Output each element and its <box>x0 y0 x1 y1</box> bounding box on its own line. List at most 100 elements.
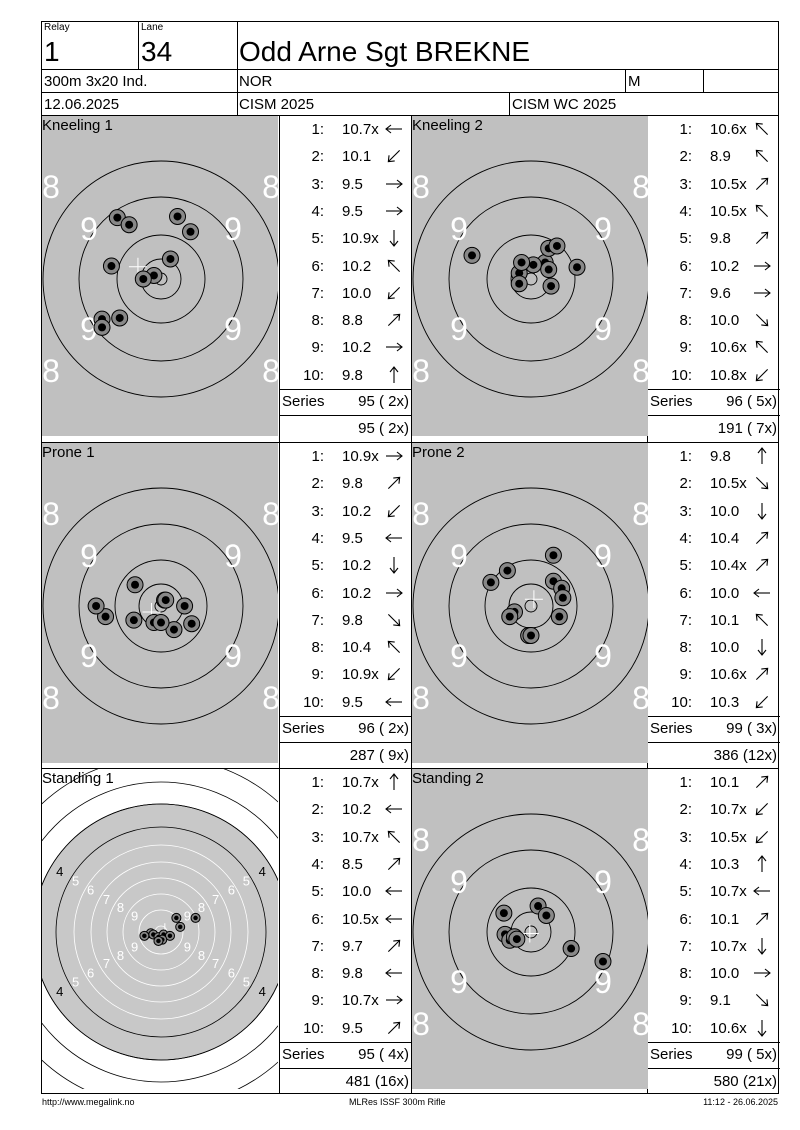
target-panel: 8 8 8 8 9 9 9 9 Kneeling 1 <box>42 116 278 436</box>
direction-arrow-icon <box>755 231 769 245</box>
shot-hole <box>544 546 562 564</box>
series-label: Series <box>650 720 693 737</box>
series-row: Series 95 ( 4x) <box>280 1047 412 1074</box>
cumulative-row: 580 (21x) <box>648 1074 780 1101</box>
ring-number: 9 <box>594 211 612 247</box>
shot-number: 1: <box>311 121 324 138</box>
shot-row: 5: 10.2 <box>280 552 412 579</box>
target-image: 8 88 89 99 9 <box>412 116 648 436</box>
direction-arrow-icon <box>387 477 401 490</box>
shot-score: 8.8 <box>342 312 363 330</box>
shot-hole <box>537 906 555 924</box>
shot-score: 10.8x <box>710 366 747 384</box>
direction-arrow-icon <box>385 914 402 923</box>
athlete-name: Odd Arne Sgt BREKNE <box>239 36 531 67</box>
shot-number: 5: <box>311 557 324 575</box>
ring-number: 5 <box>72 874 79 889</box>
series-divider <box>280 415 412 416</box>
shot-hole <box>522 627 540 644</box>
series-label: Series <box>282 720 325 737</box>
direction-arrow-icon <box>386 206 403 216</box>
ring-number: 8 <box>632 353 648 389</box>
shot-row: 1: 10.9x <box>280 443 412 470</box>
shot-score: 10.4 <box>710 529 740 547</box>
direction-arrow-icon <box>755 531 769 544</box>
ring-number: 8 <box>412 1006 430 1042</box>
shot-number: 5: <box>679 883 692 901</box>
shot-score: 9.8 <box>342 611 363 629</box>
series-title: Prone 2 <box>412 444 465 461</box>
direction-arrow-icon <box>755 368 769 381</box>
shot-number: 9: <box>311 992 324 1010</box>
shot-number: 10: <box>303 366 324 384</box>
shot-score: 9.8 <box>342 366 363 384</box>
ring-number: 8 <box>412 169 430 205</box>
shot-number: 2: <box>679 801 692 819</box>
shot-hole <box>153 935 164 946</box>
direction-arrow-icon <box>386 588 403 597</box>
shot-number: 8: <box>679 312 692 330</box>
shot-number: 6: <box>311 910 324 928</box>
shot-number: 4: <box>311 202 324 220</box>
shot-score: 10.5x <box>342 910 379 928</box>
shot-number: 10: <box>671 693 692 711</box>
shot-row: 8: 10.0 <box>648 307 780 334</box>
shot-number: 1: <box>679 448 692 465</box>
shot-row: 4: 9.5 <box>280 525 412 552</box>
shot-number: 4: <box>311 855 324 873</box>
shot-number: 1: <box>311 774 324 791</box>
ring-number: 5 <box>243 874 250 889</box>
shot-hole <box>568 258 586 276</box>
cumulative-total: 191 ( 7x) <box>717 420 777 437</box>
shot-hole <box>171 912 182 923</box>
shot-score: 10.0 <box>710 502 740 520</box>
shot-row: 10: 9.5 <box>280 1015 412 1042</box>
shot-score: 9.8 <box>710 230 731 248</box>
ring-number: 7 <box>212 892 219 907</box>
shot-row: 7: 9.8 <box>280 607 412 634</box>
direction-arrow-icon <box>387 313 401 327</box>
cumulative-row: 287 ( 9x) <box>280 748 412 775</box>
shot-hole <box>501 608 519 626</box>
series-label: Series <box>282 1046 325 1063</box>
series-total: 99 ( 3x) <box>726 720 777 737</box>
cumulative-total: 386 (12x) <box>713 747 777 764</box>
series-divider <box>648 716 780 717</box>
shot-score: 10.2 <box>342 257 372 275</box>
shot-score: 9.1 <box>710 992 731 1010</box>
ring-number: 6 <box>87 882 94 897</box>
shot-row: 7: 9.7 <box>280 933 412 960</box>
header-divider <box>509 92 510 115</box>
cumulative-total: 287 ( 9x) <box>349 747 409 764</box>
footer-url[interactable]: http://www.megalink.no <box>42 1097 135 1107</box>
series-divider <box>280 1042 412 1043</box>
shot-score: 10.0 <box>342 284 372 302</box>
shot-number: 6: <box>679 910 692 928</box>
shot-number: 8: <box>311 965 324 983</box>
target-image: 8 88 89 99 9 <box>42 443 278 763</box>
direction-arrow-icon <box>387 1021 401 1034</box>
shot-number: 3: <box>679 175 692 193</box>
shot-score: 10.5x <box>710 202 747 220</box>
direction-arrow-icon <box>386 995 403 1005</box>
ring-number: 6 <box>228 882 235 897</box>
ring-number: 9 <box>184 940 191 955</box>
shot-hole <box>87 597 105 615</box>
shot-number: 8: <box>679 639 692 657</box>
target-card <box>412 443 648 763</box>
ring-number: 9 <box>594 964 612 1000</box>
ring-number: 4 <box>56 984 63 999</box>
series-divider <box>280 1068 412 1069</box>
ring-number: 8 <box>632 1006 648 1042</box>
header-divider <box>703 69 704 92</box>
grid-line <box>42 768 778 769</box>
shot-row: 3: 10.5x <box>648 171 780 198</box>
direction-arrow-icon <box>385 533 402 543</box>
shot-row: 9: 10.6x <box>648 334 780 361</box>
shot-hole <box>134 270 152 288</box>
direction-arrow-icon <box>387 668 401 681</box>
result-sheet: Relay 1 Lane 34 Odd Arne Sgt BREKNE 300m… <box>41 21 780 1094</box>
shot-row: 2: 9.8 <box>280 470 412 497</box>
ring-number: 9 <box>450 964 468 1000</box>
direction-arrow-icon <box>387 830 401 843</box>
